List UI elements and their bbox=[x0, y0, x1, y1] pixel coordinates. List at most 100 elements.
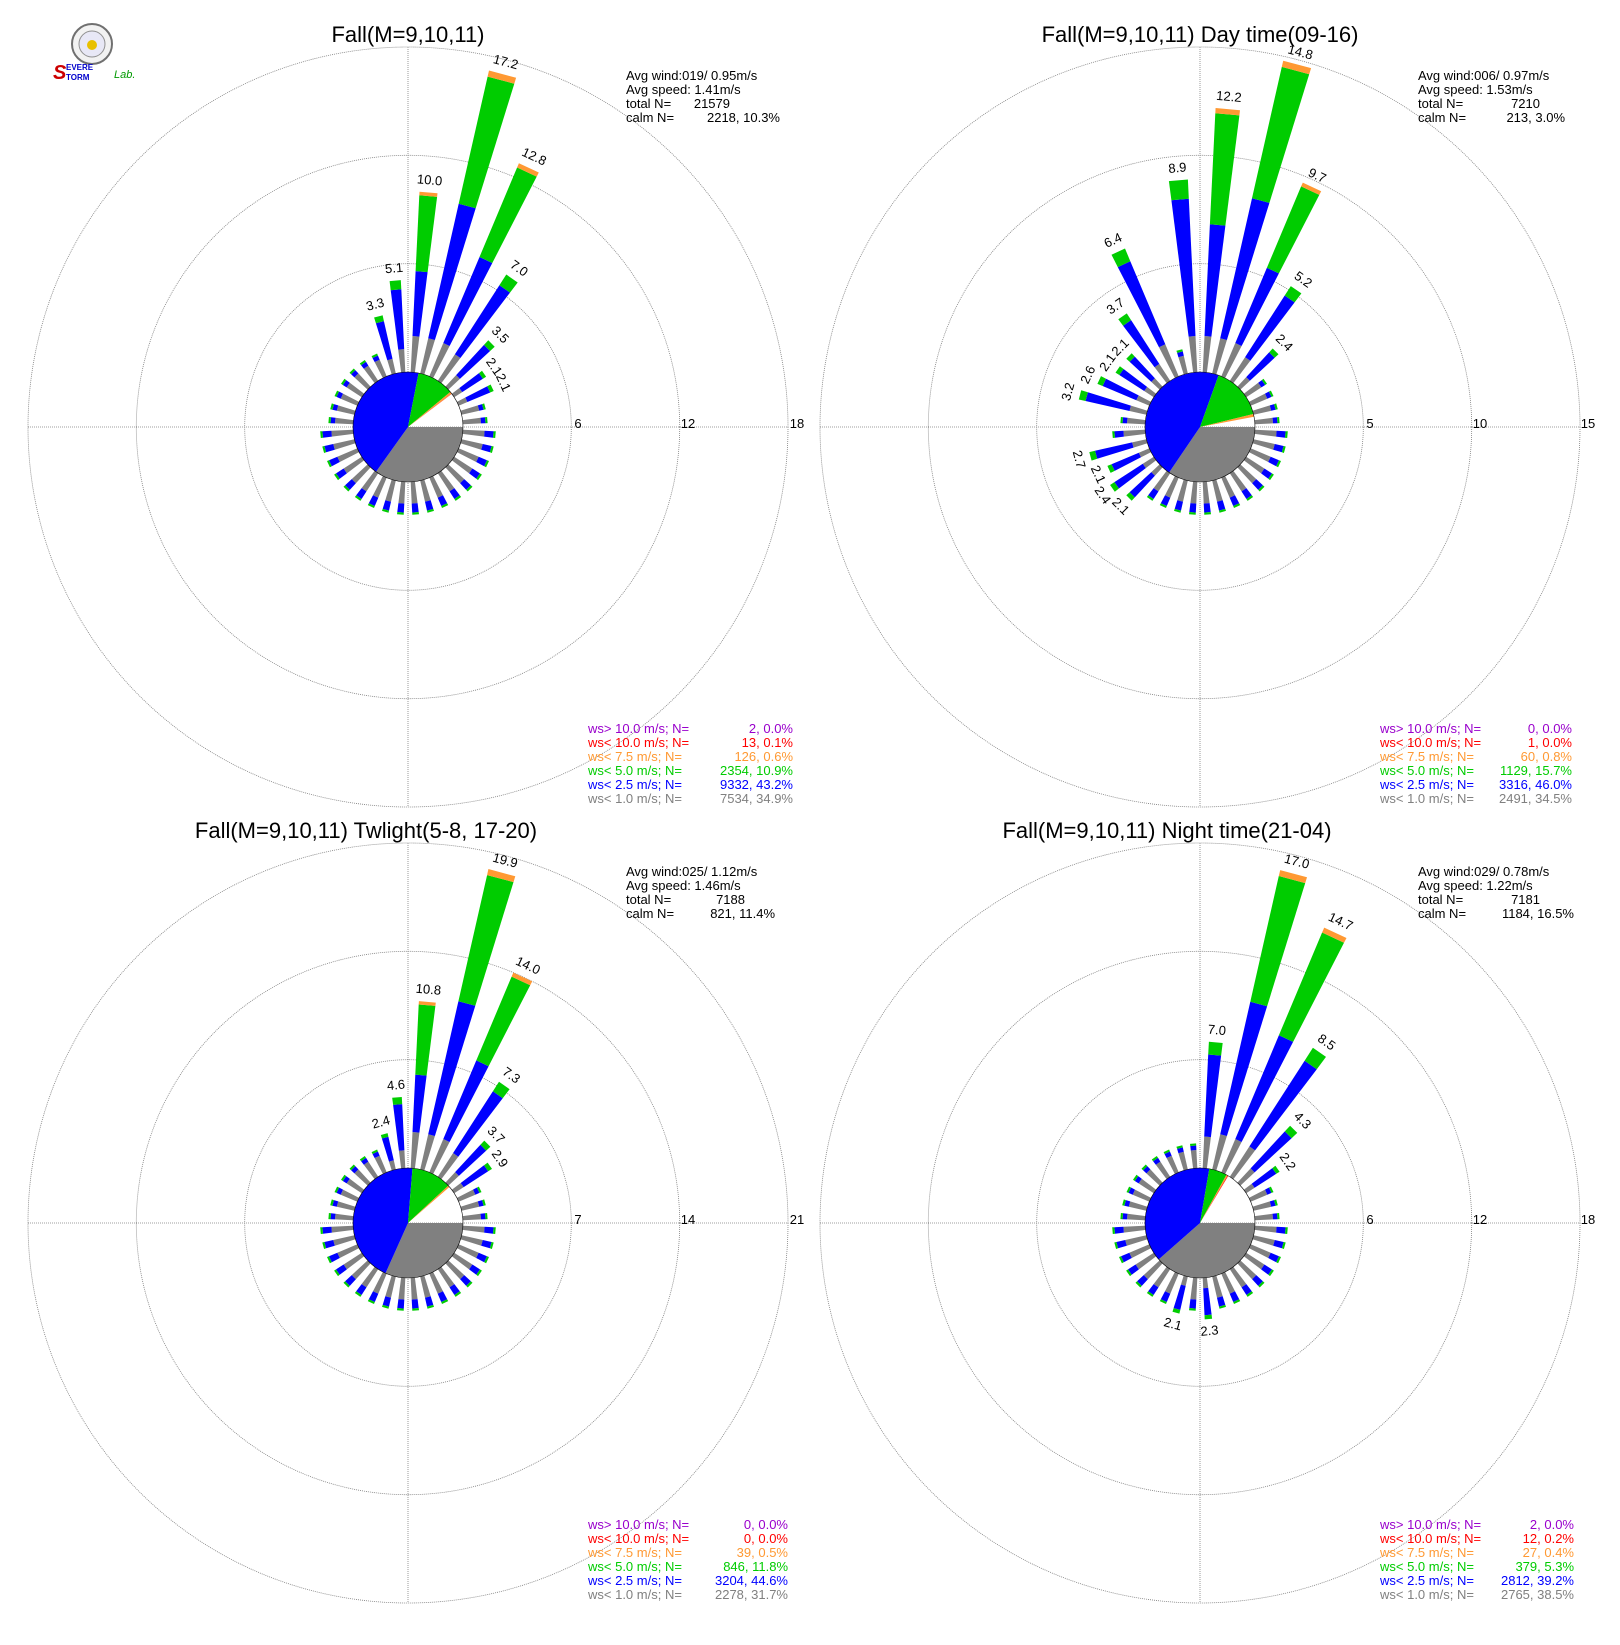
range-ring-1 bbox=[244, 263, 572, 591]
bar-segment bbox=[1121, 1252, 1132, 1263]
bar-segment bbox=[1229, 1291, 1240, 1302]
bar-segment bbox=[385, 1275, 396, 1298]
bar-segment bbox=[1252, 439, 1275, 450]
pie-slice bbox=[1158, 1223, 1255, 1279]
calm-label: calm N= bbox=[1418, 906, 1466, 921]
legend-value-gt10: 0, 0.0% bbox=[744, 1517, 789, 1532]
total-value: 7188 bbox=[716, 892, 745, 907]
bar-segment bbox=[1254, 417, 1273, 425]
bar-segment bbox=[356, 1284, 367, 1295]
bar-segment bbox=[462, 429, 485, 437]
bar-segment bbox=[1204, 1314, 1213, 1320]
bar-segment bbox=[1273, 444, 1284, 453]
bar-segment bbox=[1110, 482, 1119, 492]
bar-segment bbox=[1229, 1146, 1256, 1180]
bar-segment bbox=[349, 368, 356, 375]
bar-segment bbox=[1229, 357, 1251, 384]
bar-segment bbox=[1178, 355, 1188, 375]
bar-segment bbox=[1212, 1275, 1223, 1298]
bar-value-label: 14.0 bbox=[513, 953, 542, 977]
bar-segment bbox=[1301, 182, 1322, 195]
bar-segment bbox=[411, 503, 419, 513]
legend-value-lt25: 9332, 43.2% bbox=[720, 777, 793, 792]
bar-segment bbox=[1078, 390, 1088, 401]
legend-label-lt75: ws< 7.5 m/s; N= bbox=[587, 749, 682, 764]
bar-value-label: 4.3 bbox=[1291, 1109, 1314, 1132]
bar-segment bbox=[1235, 1035, 1294, 1142]
bar-value-label: 8.9 bbox=[1168, 159, 1187, 176]
bar-segment bbox=[372, 355, 380, 362]
bar-value-label: 10.0 bbox=[416, 171, 443, 188]
bar-segment bbox=[331, 429, 354, 437]
bar-segment bbox=[443, 1060, 489, 1142]
legend-label-lt5: ws< 5.0 m/s; N= bbox=[587, 763, 682, 778]
legend-label-lt1: ws< 1.0 m/s; N= bbox=[587, 791, 682, 806]
bar-segment bbox=[1146, 1291, 1154, 1297]
bar-segment bbox=[324, 444, 335, 453]
bar-segment bbox=[473, 1187, 480, 1195]
bar-segment bbox=[1153, 470, 1171, 492]
bar-value-label: 7.0 bbox=[507, 257, 530, 280]
avg-wind: Avg wind:019/ 0.95m/s bbox=[626, 68, 758, 83]
bar-segment bbox=[392, 1097, 403, 1105]
bar-segment bbox=[1229, 1266, 1247, 1288]
bar-segment bbox=[1204, 224, 1226, 337]
legend-value-lt25: 2812, 39.2% bbox=[1501, 1573, 1574, 1588]
bar-segment bbox=[1122, 417, 1128, 424]
pie-slice bbox=[353, 371, 419, 472]
bar-value-label: 3.3 bbox=[364, 295, 385, 314]
bar-segment bbox=[367, 1299, 375, 1304]
bar-segment bbox=[1204, 1054, 1222, 1138]
bar-segment bbox=[1237, 1260, 1257, 1280]
bar-segment bbox=[428, 203, 476, 340]
bar-segment bbox=[451, 388, 463, 398]
bar-segment bbox=[337, 1244, 360, 1258]
legend-label-lt75: ws< 7.5 m/s; N= bbox=[587, 1545, 682, 1560]
bar-segment bbox=[397, 503, 405, 513]
bar-segment bbox=[1137, 1275, 1148, 1286]
bar-segment bbox=[484, 1226, 494, 1234]
bar-segment bbox=[1258, 485, 1265, 492]
bar-segment bbox=[428, 1001, 476, 1136]
bar-segment bbox=[489, 1242, 494, 1249]
legend-label-gt10: ws> 10.0 m/s; N= bbox=[587, 721, 689, 736]
bar-segment bbox=[481, 444, 492, 453]
bar-segment bbox=[511, 972, 533, 986]
bar-segment bbox=[336, 1187, 343, 1195]
total-label: total N= bbox=[626, 892, 671, 907]
bar-segment bbox=[342, 380, 350, 388]
legend-label-lt25: ws< 2.5 m/s; N= bbox=[1379, 1573, 1474, 1588]
bar-segment bbox=[1217, 500, 1226, 511]
bar-segment bbox=[320, 431, 323, 438]
bar-segment bbox=[1189, 512, 1196, 515]
bar-value-label: 14.8 bbox=[1286, 41, 1314, 62]
bar-segment bbox=[1165, 475, 1179, 498]
bar-segment bbox=[1248, 393, 1268, 406]
avg-wind: Avg wind:025/ 1.12m/s bbox=[626, 864, 758, 879]
bar-segment bbox=[449, 1284, 460, 1295]
bar-segment bbox=[445, 464, 465, 484]
legend-label-lt75: ws< 7.5 m/s; N= bbox=[1379, 1545, 1474, 1560]
bar-segment bbox=[1272, 417, 1278, 424]
bar-segment bbox=[332, 1200, 339, 1207]
legend-value-lt1: 2765, 38.5% bbox=[1501, 1587, 1574, 1602]
bar-segment bbox=[493, 1227, 496, 1234]
bar-value-label: 3.7 bbox=[1104, 295, 1127, 318]
bar-segment bbox=[1166, 1155, 1179, 1175]
bar-segment bbox=[1114, 1226, 1124, 1234]
bar-segment bbox=[456, 344, 491, 379]
bar-segment bbox=[454, 1291, 462, 1297]
bar-segment bbox=[419, 191, 438, 197]
bar-segment bbox=[1268, 1252, 1279, 1263]
bar-segment bbox=[1252, 1201, 1272, 1211]
summary-block: Avg wind:019/ 0.95m/s Avg speed: 1.41m/s… bbox=[626, 68, 780, 125]
pie-slice bbox=[385, 1223, 463, 1279]
bar-segment bbox=[1277, 1213, 1280, 1220]
bar-segment bbox=[1250, 876, 1306, 1007]
bar-segment bbox=[1237, 377, 1250, 390]
legend-label-lt1: ws< 1.0 m/s; N= bbox=[587, 1587, 682, 1602]
bar-value-labels: 3.35.110.017.212.87.03.52.12.1 bbox=[364, 51, 548, 394]
bar-segment bbox=[328, 417, 331, 424]
bar-segment bbox=[476, 1269, 482, 1277]
bar-segment bbox=[1177, 1147, 1184, 1154]
